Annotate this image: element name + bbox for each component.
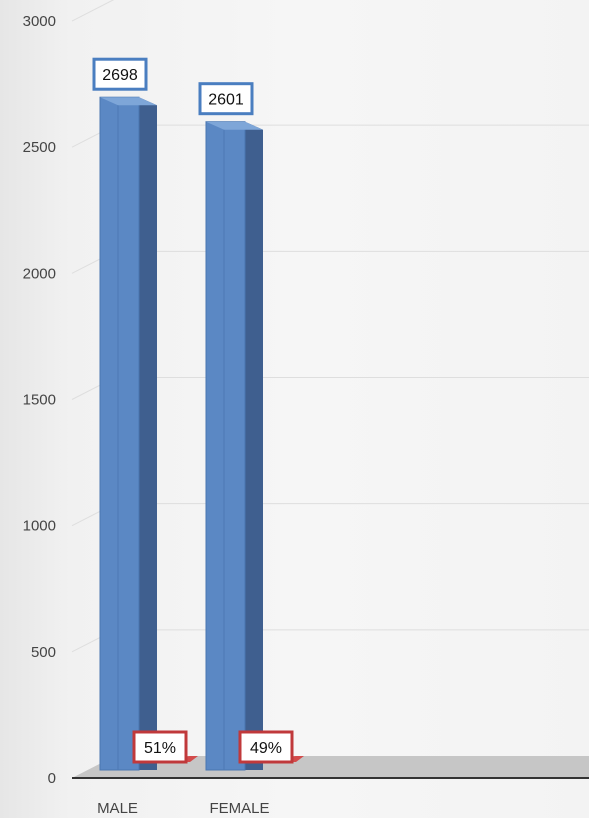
bar-male xyxy=(99,96,157,771)
percent-label: 51% xyxy=(144,740,176,757)
value-label-box xyxy=(92,57,148,91)
bar-top-face xyxy=(100,97,157,106)
y-tick-label: 500 xyxy=(31,644,56,661)
chart-floor xyxy=(72,756,589,778)
axes: 0 500 1000 1500 2000 2500 3000 MALE FEMALE xyxy=(23,13,589,817)
bar-front-face xyxy=(205,121,246,771)
percent-label-box xyxy=(132,730,188,764)
bar-front-face xyxy=(99,96,140,771)
x-category-label: MALE xyxy=(97,800,138,817)
x-category-label: FEMALE xyxy=(209,800,269,817)
data-labels: 2698 51% 2601 49% xyxy=(92,57,304,764)
bars xyxy=(99,96,263,771)
y-tick-label: 0 xyxy=(48,770,56,787)
gridlines xyxy=(71,0,589,653)
value-label: 2601 xyxy=(208,92,244,109)
y-tick-label: 2000 xyxy=(23,265,56,282)
chart-floor-plane xyxy=(72,756,589,778)
y-tick-label: 3000 xyxy=(23,13,56,30)
bar-top-face xyxy=(206,121,263,130)
gridline-depth xyxy=(71,0,115,22)
y-tick-label: 2500 xyxy=(23,139,56,156)
value-label: 2698 xyxy=(102,67,138,84)
percent-label: 49% xyxy=(250,740,282,757)
y-tick-label: 1500 xyxy=(23,392,56,409)
percent-label-box xyxy=(238,730,294,764)
value-label-box xyxy=(198,82,254,116)
bar-side-face xyxy=(139,97,157,770)
bar-female xyxy=(205,121,263,771)
bar-side-face xyxy=(245,121,263,770)
y-tick-label: 1000 xyxy=(23,518,56,535)
